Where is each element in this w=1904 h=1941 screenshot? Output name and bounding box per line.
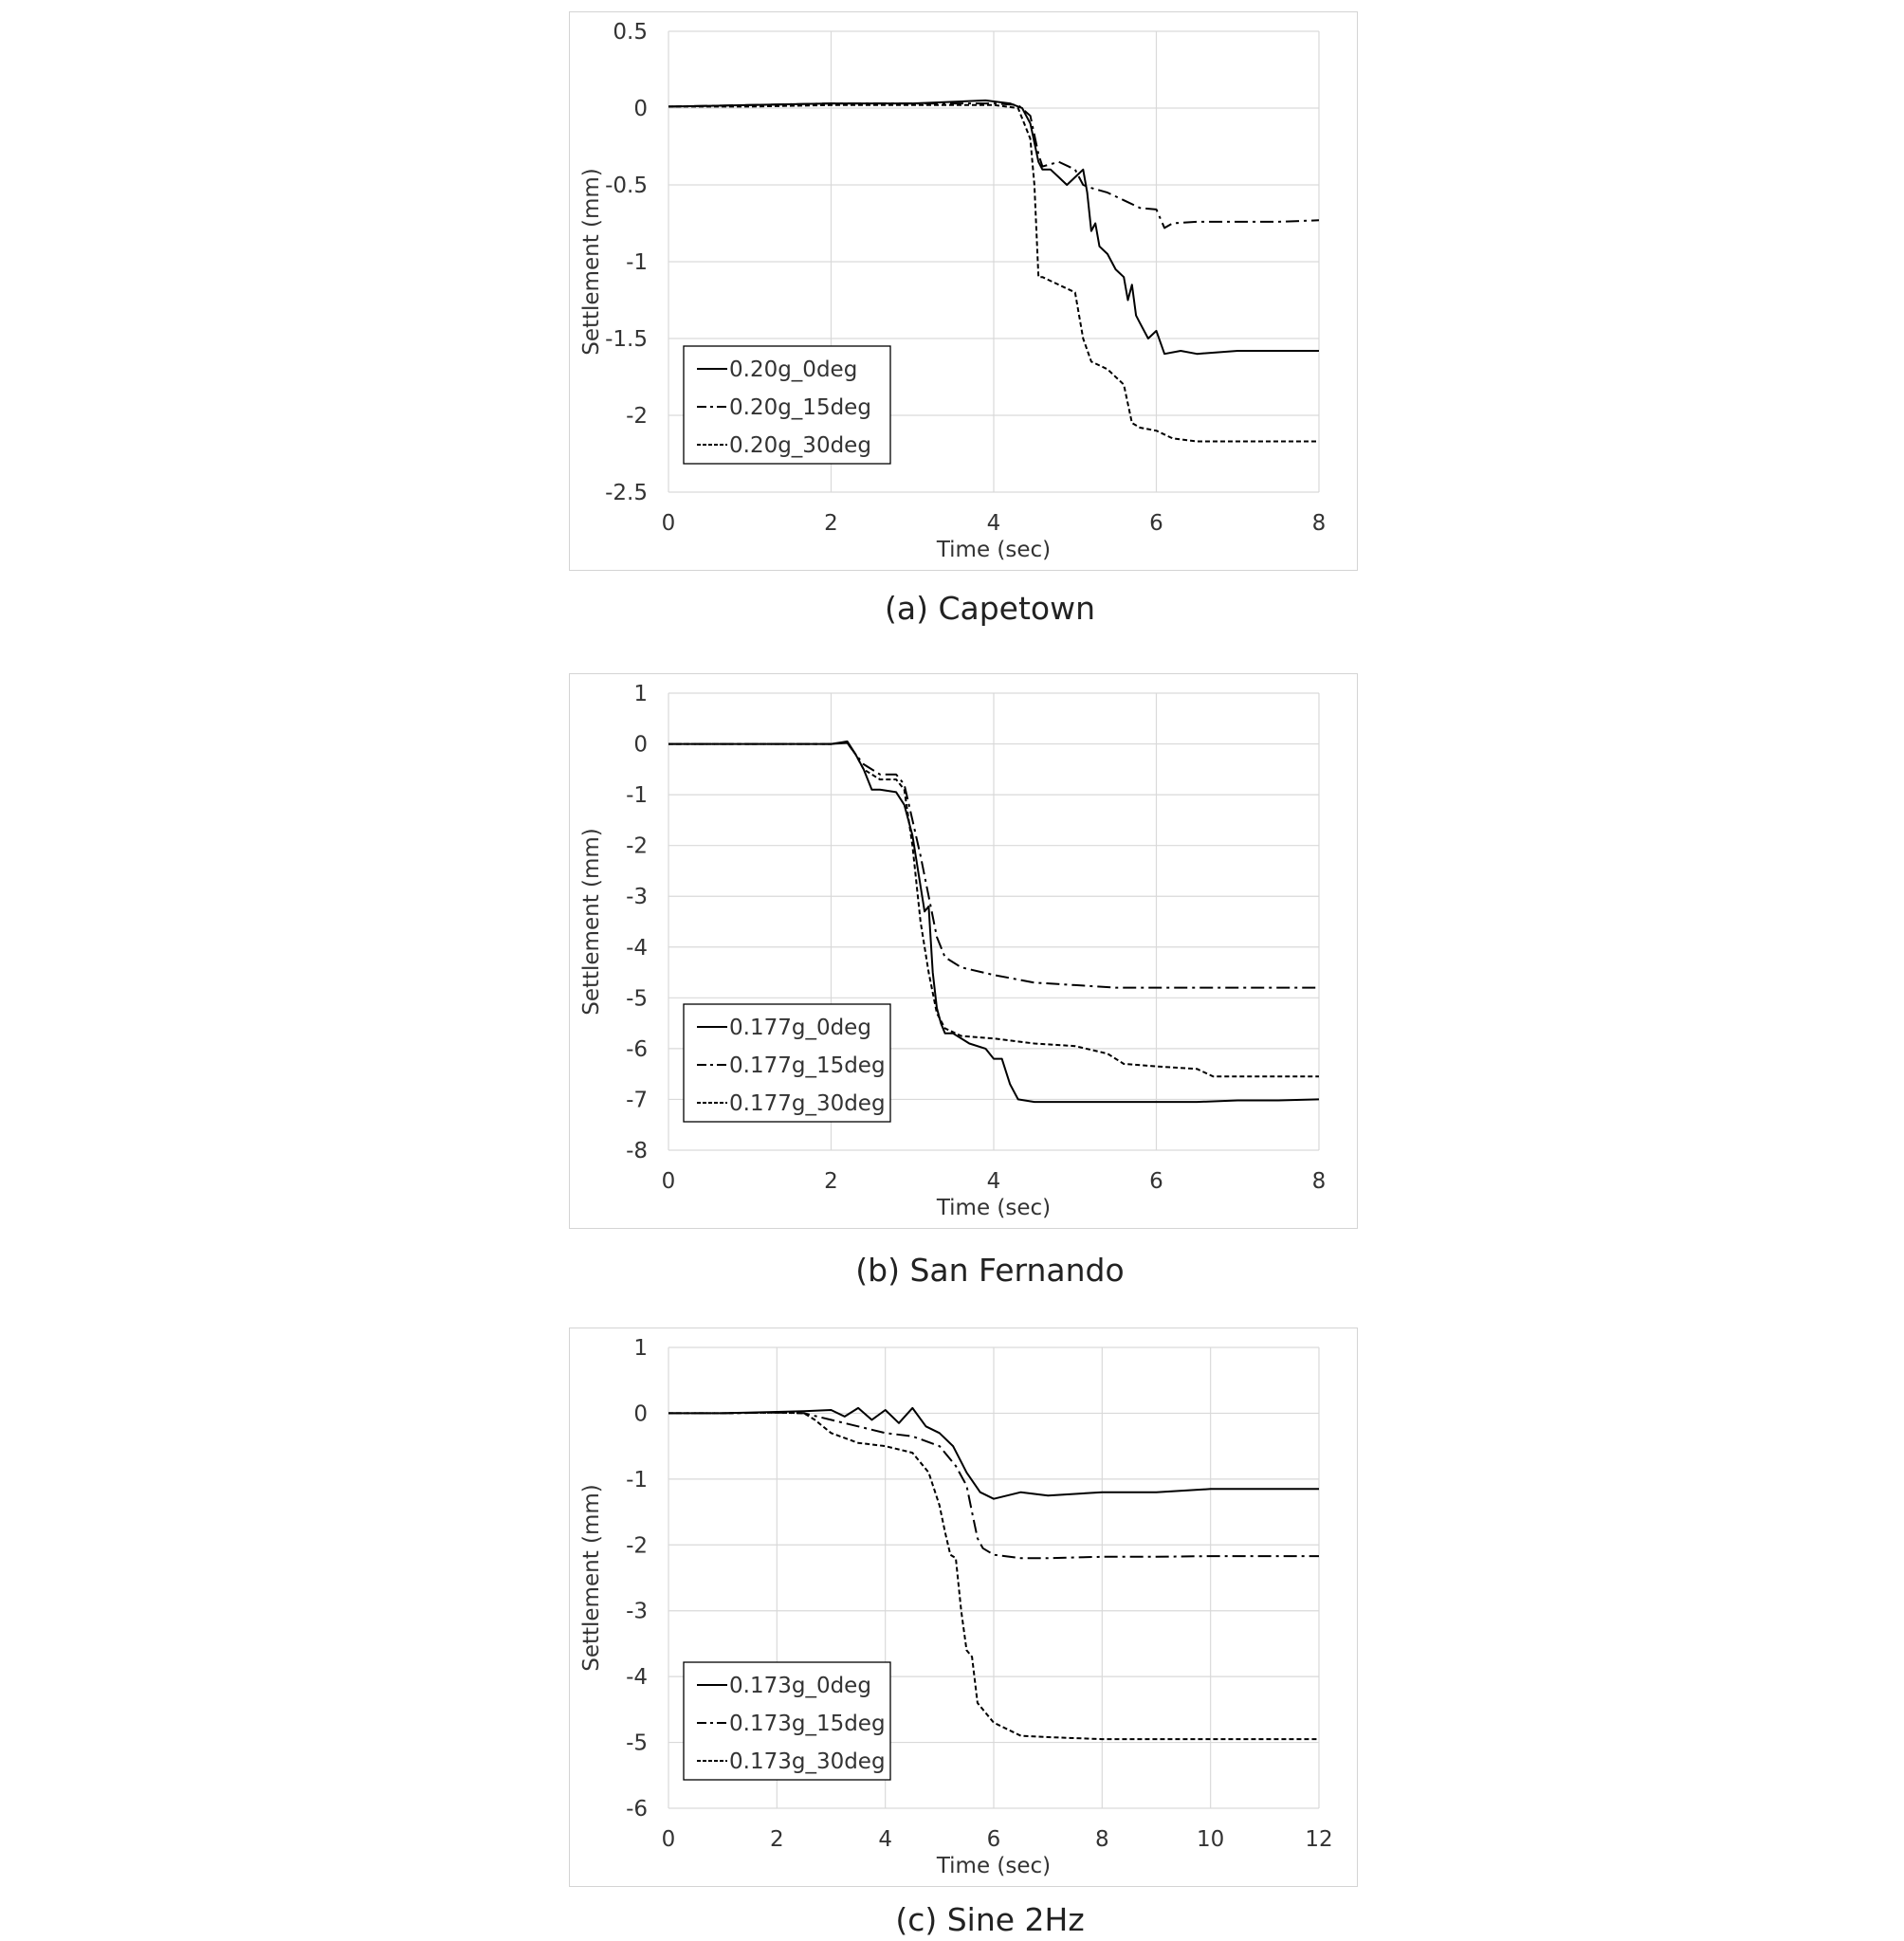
series-line-1 (668, 1411, 1319, 1560)
x-tick-label: 8 (1312, 1169, 1327, 1194)
y-tick-label: -3 (626, 885, 648, 909)
y-tick-label: -1.5 (605, 327, 648, 352)
series-line-0 (668, 99, 1319, 356)
y-tick-label: -1 (626, 1468, 648, 1492)
x-axis-label: Time (sec) (936, 1854, 1051, 1878)
caption-sine-2hz: (c) Sine 2Hz (895, 1901, 1085, 1938)
y-axis-label: Settlement (mm) (579, 828, 604, 1016)
y-tick-label: -4 (626, 1665, 648, 1690)
chart-sine-2hz: 1 0 -1 -2 -3 -4 -5 -6 0 2 4 6 8 10 12 Time (sec) Settlem… (569, 1328, 1358, 1887)
x-tick-label: 0 (662, 1827, 676, 1852)
x-tick-label: 6 (1149, 1169, 1163, 1194)
series-line-0 (668, 1406, 1319, 1500)
series-line-1 (668, 742, 1319, 989)
legend-label: 0.173g_30deg (729, 1749, 886, 1774)
series-line-1 (668, 102, 1320, 229)
x-tick-label: 8 (1312, 511, 1327, 536)
legend-label: 0.177g_0deg (729, 1016, 871, 1040)
x-tick-label: 8 (1095, 1827, 1109, 1852)
legend-box (683, 1661, 891, 1781)
x-tick-label: 6 (1149, 511, 1163, 536)
caption-san-fernando: (b) San Fernando (855, 1252, 1125, 1289)
series-line-2 (668, 742, 1319, 1078)
legend: 0.177g_0deg 0.177g_15deg 0.177g_30deg (683, 1003, 891, 1123)
legend-box (683, 345, 891, 465)
chart-svg-0: 0.5 0 -0.5 -1 -1.5 -2 -2.5 0 2 4 6 8 Time (sec) Settl… (579, 20, 1327, 562)
y-tick-label: -6 (626, 1797, 648, 1822)
y-tick-label: 0 (633, 733, 648, 758)
y-tick-label: -3 (626, 1600, 648, 1624)
legend-label: 0.173g_15deg (729, 1712, 886, 1736)
y-tick-label: 1 (633, 682, 648, 706)
y-tick-label: -4 (626, 936, 648, 961)
y-tick-label: -0.5 (605, 174, 648, 198)
y-tick-label: -6 (626, 1037, 648, 1062)
y-axis-label: Settlement (mm) (579, 168, 604, 356)
y-axis-label: Settlement (mm) (579, 1484, 604, 1672)
legend-label: 0.20g_15deg (729, 395, 871, 420)
x-tick-label: 12 (1305, 1827, 1332, 1852)
legend: 0.173g_0deg 0.173g_15deg 0.173g_30deg (683, 1661, 891, 1781)
chart-san-fernando: 1 0 -1 -2 -3 -4 -5 -6 -7 -8 0 2 4 6 8 Time (sec) Settlem… (569, 673, 1358, 1229)
y-tick-label: -2.5 (605, 481, 648, 505)
y-tick-label: 0 (633, 1401, 648, 1426)
y-tick-label: -2 (626, 404, 648, 429)
legend-label: 0.20g_0deg (729, 357, 857, 382)
y-tick-label: 1 (633, 1336, 648, 1361)
x-tick-label: 6 (987, 1827, 1001, 1852)
y-tick-label: -1 (626, 783, 648, 808)
y-tick-label: -1 (626, 250, 648, 275)
legend-box (683, 1003, 891, 1123)
x-axis-label: Time (sec) (936, 538, 1051, 562)
y-tick-label: -2 (626, 1533, 648, 1558)
x-tick-label: 4 (878, 1827, 892, 1852)
legend-label: 0.173g_0deg (729, 1674, 871, 1698)
y-tick-label: -5 (626, 986, 648, 1011)
y-tick-label: -7 (626, 1088, 648, 1112)
y-tick-label: -2 (626, 834, 648, 859)
x-tick-label: 2 (770, 1827, 784, 1852)
chart-svg-1: 1 0 -1 -2 -3 -4 -5 -6 -7 -8 0 2 4 6 8 Time (sec) Settlem… (579, 682, 1327, 1220)
x-tick-label: 4 (987, 511, 1001, 536)
x-tick-label: 4 (987, 1169, 1001, 1194)
y-tick-label: 0.5 (613, 20, 648, 45)
x-tick-label: 2 (824, 1169, 838, 1194)
legend-label: 0.177g_15deg (729, 1053, 886, 1078)
y-tick-label: -8 (626, 1139, 648, 1163)
x-tick-label: 0 (662, 1169, 676, 1194)
x-tick-label: 0 (662, 511, 676, 536)
legend-label: 0.20g_30deg (729, 433, 871, 458)
legend-label: 0.177g_30deg (729, 1091, 886, 1116)
series-line-0 (668, 740, 1320, 1104)
x-tick-label: 10 (1197, 1827, 1224, 1852)
caption-capetown: (a) Capetown (884, 590, 1095, 627)
y-tick-label: 0 (633, 97, 648, 121)
x-tick-label: 2 (824, 511, 838, 536)
chart-capetown: 0.5 0 -0.5 -1 -1.5 -2 -2.5 0 2 4 6 8 Time (sec) Settl… (569, 11, 1358, 571)
legend: 0.20g_0deg 0.20g_15deg 0.20g_30deg (683, 345, 891, 465)
series-line-2 (668, 1411, 1319, 1741)
x-axis-label: Time (sec) (936, 1196, 1051, 1220)
y-tick-label: -5 (626, 1731, 648, 1756)
grid (668, 692, 1320, 1151)
series-line-2 (668, 103, 1319, 443)
